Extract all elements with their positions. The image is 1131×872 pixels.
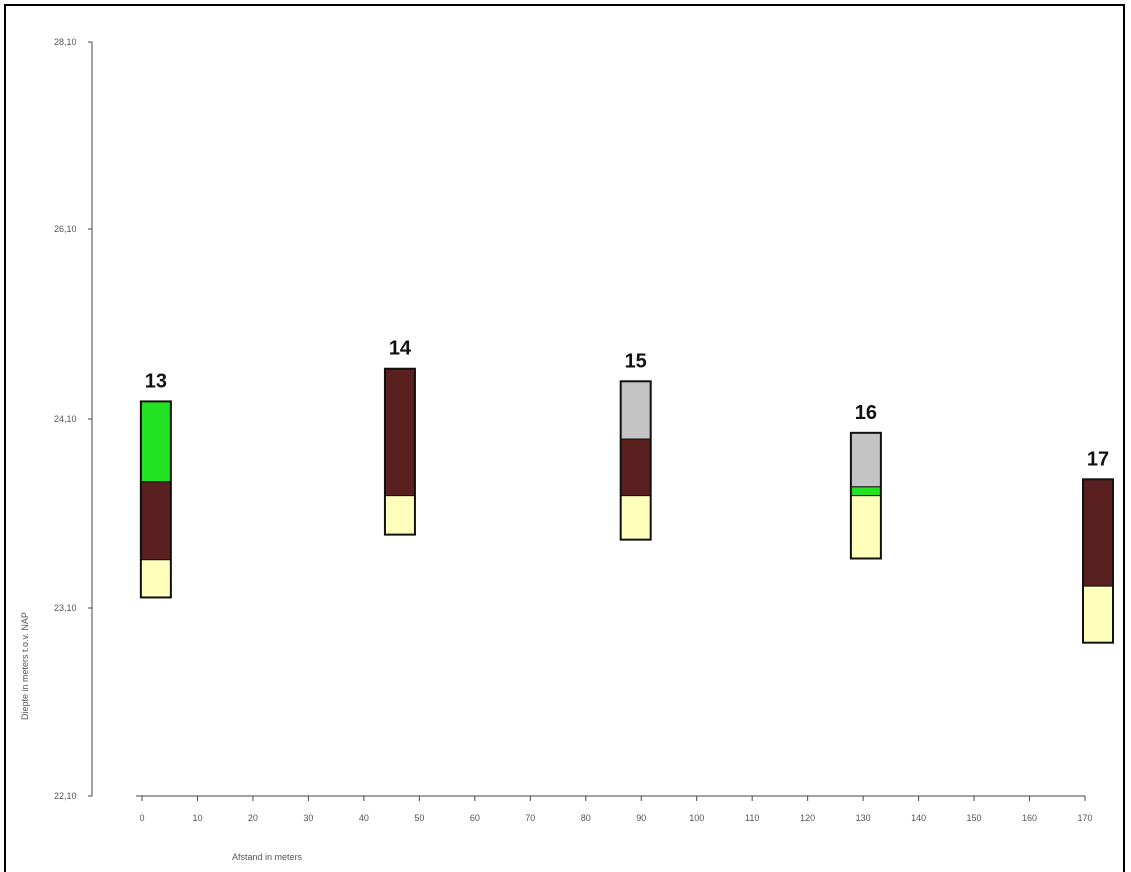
x-tick-label: 90 [636,813,646,823]
borehole-layer-yellow [1082,585,1114,644]
x-tick-label: 160 [1022,813,1037,823]
borehole-label: 14 [389,338,412,360]
borehole-layer-green [140,400,172,483]
borehole-16: 16 [849,402,882,560]
boreholes-layer: 13 14 15 16 17 [139,338,1114,644]
x-tick-label: 150 [967,813,982,823]
y-tick-label: 22,10 [54,791,77,801]
borehole-layer-yellow [850,495,882,559]
borehole-outline [849,431,882,560]
x-tick-label: 40 [359,813,369,823]
x-tick-label: 10 [192,813,202,823]
x-tick-label: 130 [856,813,871,823]
x-tick-label: 60 [470,813,480,823]
borehole-17: 17 [1082,448,1114,644]
y-axis-title: Diepte in meters t.o.v. NAP [20,612,30,720]
x-tick-label: 0 [139,813,144,823]
borehole-layer-brown [384,368,416,497]
x-tick-label: 80 [581,813,591,823]
x-axis-title: Afstand in meters [232,852,303,862]
borehole-layer-brown [620,438,652,497]
x-tick-label: 120 [800,813,815,823]
borehole-outline [1082,478,1114,644]
x-tick-label: 110 [745,813,759,823]
borehole-outline [619,380,652,541]
borehole-layer-yellow [140,559,172,598]
borehole-layer-gray [620,380,652,440]
x-tick-label: 20 [248,813,258,823]
borehole-14: 14 [383,338,416,536]
borehole-layer-green [850,486,882,497]
chart-frame [4,4,1125,872]
borehole-label: 17 [1087,448,1109,470]
x-tick-label: 100 [689,813,704,823]
x-tick-label: 70 [525,813,535,823]
borehole-15: 15 [619,350,652,541]
borehole-layer-yellow [384,495,416,536]
axes-layer: 28,10 26,10 24,10 23,10 22,10 0 10 20 30 40 50 60 70… [54,37,1093,823]
borehole-label: 15 [625,350,647,372]
borehole-layer-gray [850,432,882,488]
borehole-label: 13 [145,370,167,392]
borehole-outline [383,367,416,536]
y-tick-label: 23,10 [54,603,77,613]
borehole-outline [139,400,172,599]
x-tick-label: 50 [414,813,424,823]
borehole-13: 13 [139,370,172,599]
x-tick-label: 30 [303,813,313,823]
borehole-label: 16 [855,402,877,424]
borehole-layer-brown [140,481,172,561]
y-tick-label: 26,10 [54,224,77,234]
y-tick-label: 28,10 [54,37,77,47]
x-tick-label: 170 [1077,813,1092,823]
y-tick-label: 24,10 [54,414,77,424]
borehole-layer-brown [1082,478,1114,587]
x-tick-label: 140 [911,813,926,823]
borehole-layer-yellow [620,495,652,541]
